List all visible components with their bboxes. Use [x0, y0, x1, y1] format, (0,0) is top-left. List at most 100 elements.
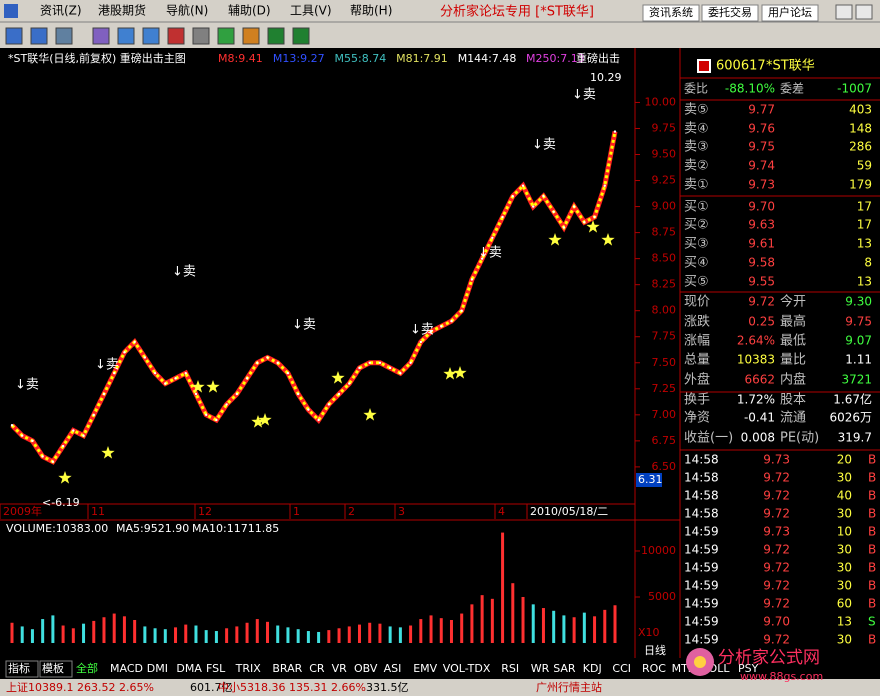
menu-button[interactable] — [642, 4, 700, 22]
quote-volume: 17 — [857, 200, 872, 214]
volume-bar — [388, 626, 392, 643]
indicator-tab[interactable]: EMV — [413, 662, 437, 675]
toolbar-icon[interactable] — [30, 27, 48, 45]
tick-time: 14:58 — [684, 471, 719, 485]
close-point — [532, 205, 535, 208]
volume-bar — [10, 622, 14, 643]
indicator-tab[interactable]: DMI — [147, 662, 168, 675]
menu-button[interactable] — [761, 4, 819, 22]
indicator-tab[interactable]: CCI — [612, 662, 631, 675]
tick-price: 9.72 — [763, 633, 790, 647]
y-tick-label: 8.25 — [652, 278, 677, 291]
toolbar-icon[interactable] — [267, 27, 285, 45]
y-tick-label: 9.75 — [652, 121, 677, 134]
volume-bar — [368, 622, 372, 643]
toolbar-icon[interactable] — [142, 27, 160, 45]
volume-bar — [603, 609, 607, 643]
window-button[interactable] — [835, 4, 853, 20]
indicator-tab[interactable]: ROC — [642, 662, 666, 675]
y-tick-label: 9.25 — [652, 174, 677, 187]
volume-bar — [276, 625, 280, 643]
volume-bar — [61, 625, 65, 643]
window-button[interactable] — [855, 4, 873, 20]
volume-bar — [327, 630, 331, 643]
quote-volume: 286 — [849, 140, 872, 154]
volume-bar — [562, 615, 566, 643]
volume-bar — [163, 629, 167, 643]
volume-bar — [30, 629, 34, 643]
menu-button[interactable] — [701, 4, 759, 22]
volume-bar — [235, 626, 239, 643]
indicator-tab[interactable]: VOL-TDX — [443, 662, 491, 675]
close-point — [174, 377, 177, 380]
volume-bar — [613, 605, 617, 643]
indicator-tab[interactable]: 全部 — [76, 661, 98, 675]
volume-bar — [133, 619, 137, 643]
y-tick-label: 7.50 — [652, 356, 677, 369]
toolbar-icon[interactable] — [55, 27, 73, 45]
indicator-tab[interactable]: 模板 — [42, 661, 64, 675]
close-point — [368, 361, 371, 364]
toolbar-icon[interactable] — [167, 27, 185, 45]
indicator-tab[interactable]: ASI — [384, 662, 402, 675]
volume-ma5: MA5:9521.90 — [116, 522, 189, 535]
x-label: 4 — [498, 505, 505, 518]
indicator-tab[interactable]: WR — [531, 662, 550, 675]
indicator-tab[interactable]: PSY — [738, 662, 759, 675]
sell-signal: ↓卖 — [95, 358, 119, 373]
toolbar-icon[interactable] — [242, 27, 260, 45]
logo-name: 分析家公式网 — [718, 648, 820, 668]
tick-time: 14:59 — [684, 579, 719, 593]
toolbar-icon[interactable] — [292, 27, 310, 45]
quote-volume: 148 — [849, 122, 872, 136]
tick-volume: 40 — [837, 489, 852, 503]
menu-button-label[interactable]: 资讯系统 — [649, 6, 693, 19]
close-point — [613, 130, 617, 133]
toolbar-icon[interactable] — [5, 27, 23, 45]
indicator-tab[interactable]: MACD — [110, 662, 143, 675]
toolbar-icon[interactable] — [117, 27, 135, 45]
toolbar-icon[interactable] — [92, 27, 110, 45]
menu-button-label[interactable]: 用户论坛 — [768, 5, 812, 19]
indicator-tab[interactable]: BRAR — [272, 662, 302, 675]
indicator-tab[interactable]: VR — [332, 662, 348, 675]
toolbar-icon[interactable] — [192, 27, 210, 45]
y-tick-label: 6.50 — [652, 460, 677, 473]
label: 319.7 — [838, 431, 872, 445]
status-text: 601.7亿 — [190, 681, 233, 694]
close-point — [419, 340, 423, 344]
indicator-tab[interactable]: TRIX — [235, 662, 262, 675]
indicator-tab[interactable]: SAR — [553, 662, 576, 675]
menu-item[interactable]: 工具(V) — [290, 4, 332, 18]
quote-volume: 13 — [857, 275, 872, 289]
y-tick-label: 9.00 — [652, 200, 677, 213]
menu-item[interactable]: 导航(N) — [166, 3, 208, 18]
buy-star — [548, 233, 562, 246]
y-tick-label: 7.75 — [652, 330, 677, 343]
toolbar-icon[interactable] — [217, 27, 235, 45]
chart-subtitle: 重磅出击 — [576, 51, 620, 65]
menu-button-label[interactable]: 委托交易 — [708, 5, 752, 19]
indicator-tab[interactable]: 指标 — [8, 661, 30, 675]
close-point — [266, 356, 269, 359]
tick-price: 9.72 — [763, 597, 790, 611]
buy-star — [331, 371, 345, 384]
sell-signal: ↓卖 — [15, 378, 39, 393]
close-point — [317, 418, 320, 422]
indicator-tab[interactable]: DMA — [176, 662, 202, 675]
tick-price: 9.72 — [763, 543, 790, 557]
menu-item[interactable]: 辅助(D) — [228, 4, 271, 18]
menu-item[interactable]: 港股期货 — [98, 3, 146, 18]
close-point — [235, 392, 239, 396]
close-point — [327, 403, 331, 406]
close-point — [92, 413, 95, 417]
indicator-tab[interactable]: FSL — [206, 662, 226, 675]
indicator-tab[interactable]: KDJ — [583, 662, 602, 675]
indicator-tab[interactable]: CR — [309, 662, 325, 675]
menu-item[interactable]: 资讯(Z) — [40, 4, 82, 18]
indicator-tab[interactable]: RSI — [501, 662, 519, 675]
tick-time: 14:59 — [684, 597, 719, 611]
indicator-tab[interactable]: OBV — [354, 662, 378, 675]
menu-item[interactable]: 帮助(H) — [350, 4, 392, 18]
